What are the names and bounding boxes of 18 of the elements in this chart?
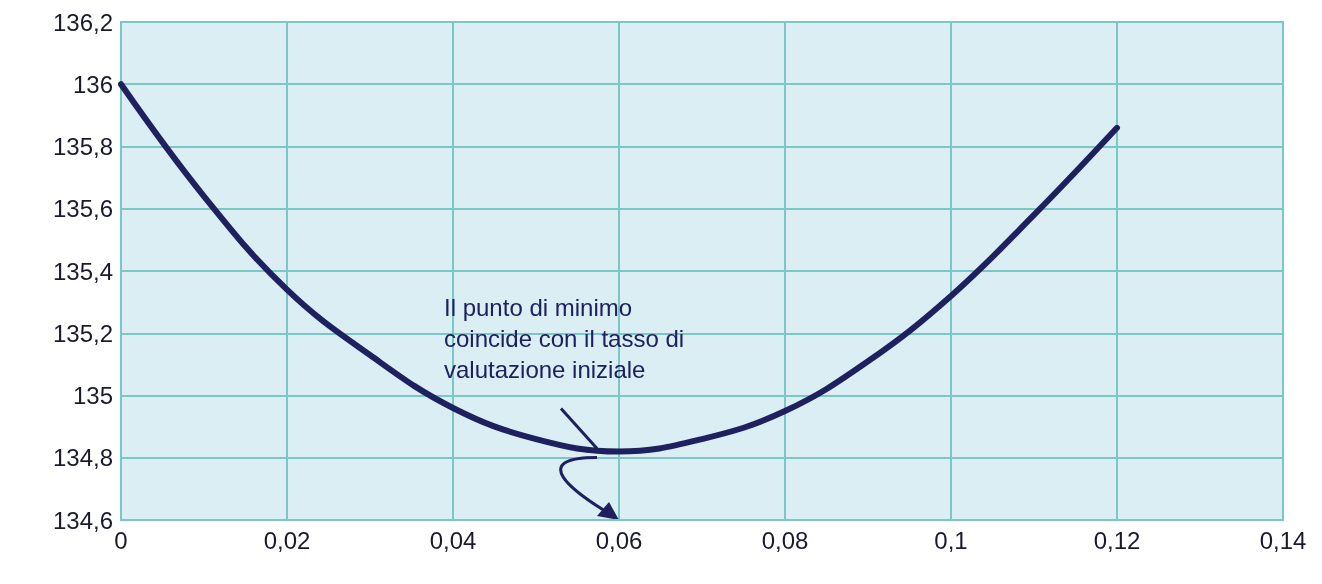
x-tick-label: 0,12: [1093, 526, 1141, 554]
y-tick-label: 135,2: [52, 319, 113, 347]
x-tick-label: 0: [114, 526, 128, 554]
x-tick-label: 0,04: [429, 526, 477, 554]
y-tick-label: 135,4: [52, 257, 113, 285]
y-tick-label: 134,6: [52, 506, 113, 534]
y-tick-label: 135,8: [52, 133, 113, 160]
annotation: Il punto di minimo coincide con il tasso di valutazione iniziale: [444, 293, 685, 383]
y-tick-label: 136,2: [52, 8, 113, 36]
y-tick-label: 134,8: [52, 444, 113, 472]
x-tick-label: 0,08: [761, 526, 809, 554]
x-tick-label: 0,1: [934, 526, 968, 554]
y-tick-label: 135: [72, 382, 113, 409]
x-tick-label: 0,14: [1259, 526, 1307, 554]
x-tick-label: 0,02: [263, 526, 311, 554]
y-tick-label: 135,6: [52, 195, 113, 223]
x-tick-label: 0,06: [595, 526, 643, 554]
y-tick-label: 136: [72, 70, 113, 98]
